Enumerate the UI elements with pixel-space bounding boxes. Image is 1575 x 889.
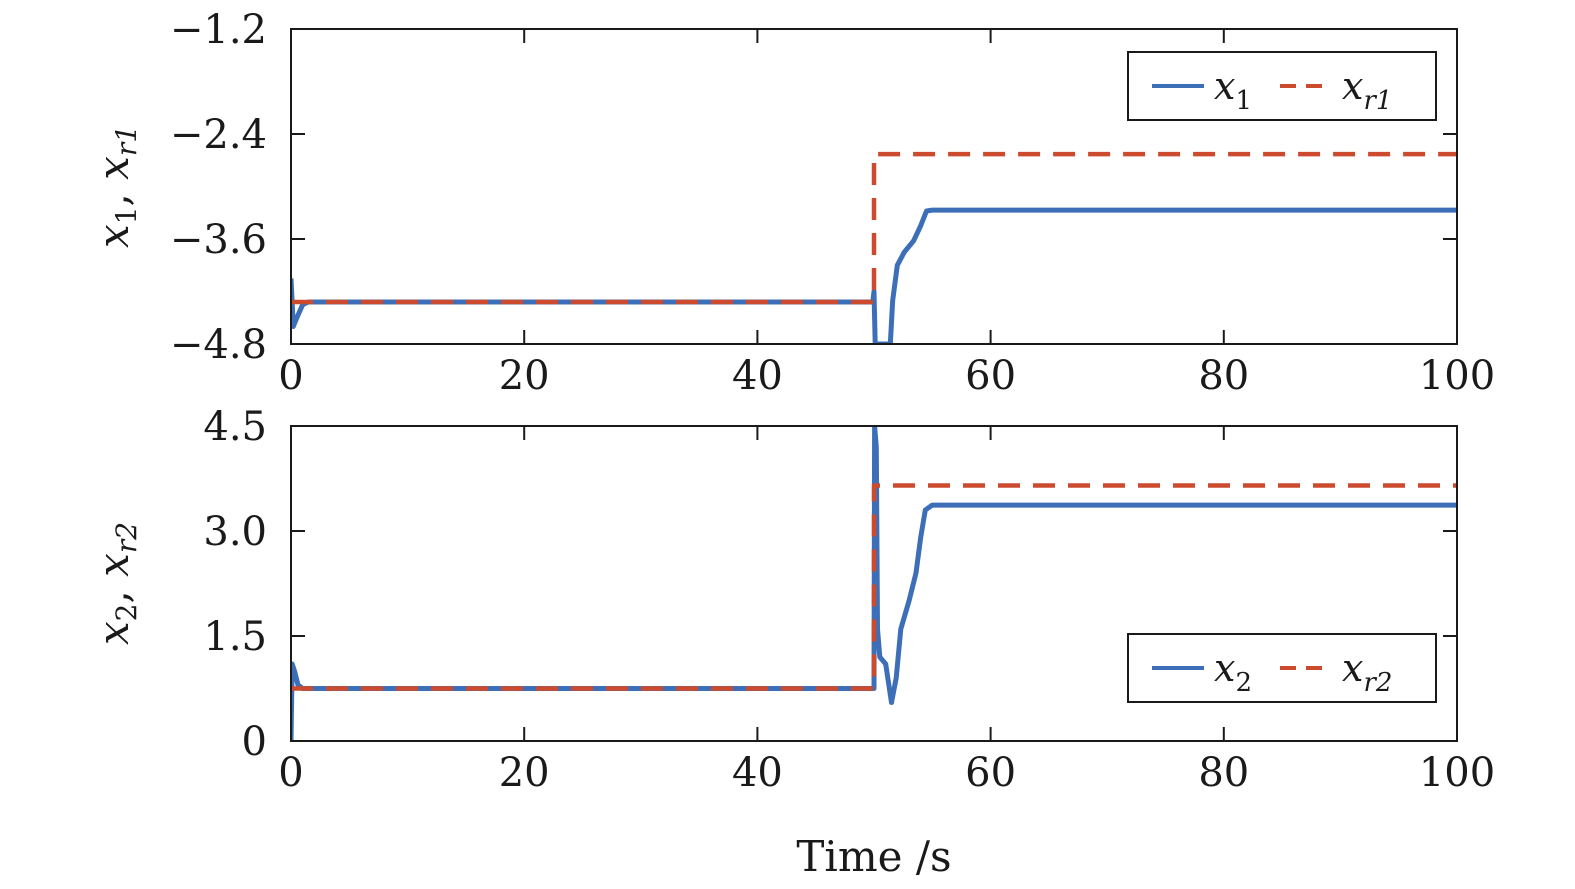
series-line-xr1: [291, 151, 1457, 305]
x-tick-label: 0: [278, 750, 303, 796]
legend-label-xr2: xr2: [1342, 646, 1392, 698]
y-label-sub: 2: [110, 604, 143, 622]
y-label-sep: ,: [89, 180, 138, 207]
plot-area-frame: [290, 425, 1458, 742]
x-tick-label: 100: [1419, 750, 1495, 796]
legend-sub: r2: [1363, 668, 1392, 698]
x-axis-label: Time /s: [796, 832, 951, 881]
x-tick-label: 80: [1198, 353, 1249, 399]
x-tick-label: 100: [1419, 353, 1495, 399]
y-tick-label: 3.0: [203, 509, 267, 555]
legend-label-x2: x2: [1214, 646, 1252, 698]
y-label-var: x: [89, 224, 138, 248]
series-line-xr2: [291, 483, 1457, 691]
legend-sub: 2: [1235, 668, 1252, 698]
y-label-var2: x: [89, 156, 138, 180]
y-tick-label: 1.5: [203, 614, 267, 660]
y-label-sub2: r1: [110, 125, 143, 156]
y-tick-label: −2.4: [170, 112, 267, 158]
x-tick-label: 40: [732, 750, 783, 796]
y-tick-label: −3.6: [170, 217, 267, 263]
legend: x2 xr2: [1127, 633, 1437, 703]
series-line-x2: [291, 426, 1457, 741]
legend-label-x1: x1: [1214, 64, 1252, 116]
x-tick-label: 0: [278, 353, 303, 399]
legend-label-xr1: xr1: [1342, 64, 1392, 116]
x-tick-label: 60: [965, 750, 1016, 796]
legend: x1 xr1: [1127, 51, 1437, 121]
legend-var: x: [1214, 646, 1235, 690]
x-tick-label: 20: [499, 353, 550, 399]
x-tick-label: 20: [499, 750, 550, 796]
legend-sub: 1: [1235, 86, 1252, 116]
plot-area-frame: [290, 28, 1458, 345]
y-label-var: x: [89, 621, 138, 645]
y-label-sub2: r2: [110, 522, 143, 553]
y-label-var2: x: [89, 553, 138, 577]
legend-sub: r1: [1363, 86, 1392, 116]
y-tick-label: 4.5: [203, 404, 267, 450]
y-label-sep: ,: [89, 577, 138, 604]
legend-var: x: [1342, 646, 1363, 690]
y-tick-label: 0: [242, 719, 267, 765]
legend-var: x: [1214, 64, 1235, 108]
y-label-sub: 1: [110, 207, 143, 225]
y-axis-label: x1, xr1: [89, 125, 143, 248]
legend-var: x: [1342, 64, 1363, 108]
x-tick-label: 40: [732, 353, 783, 399]
x-tick-label: 60: [965, 353, 1016, 399]
series-line-x1: [291, 207, 1457, 344]
y-axis-label: x2, xr2: [89, 522, 143, 645]
y-tick-label: −1.2: [170, 7, 267, 53]
y-tick-label: −4.8: [170, 322, 267, 368]
x-tick-label: 80: [1198, 750, 1249, 796]
